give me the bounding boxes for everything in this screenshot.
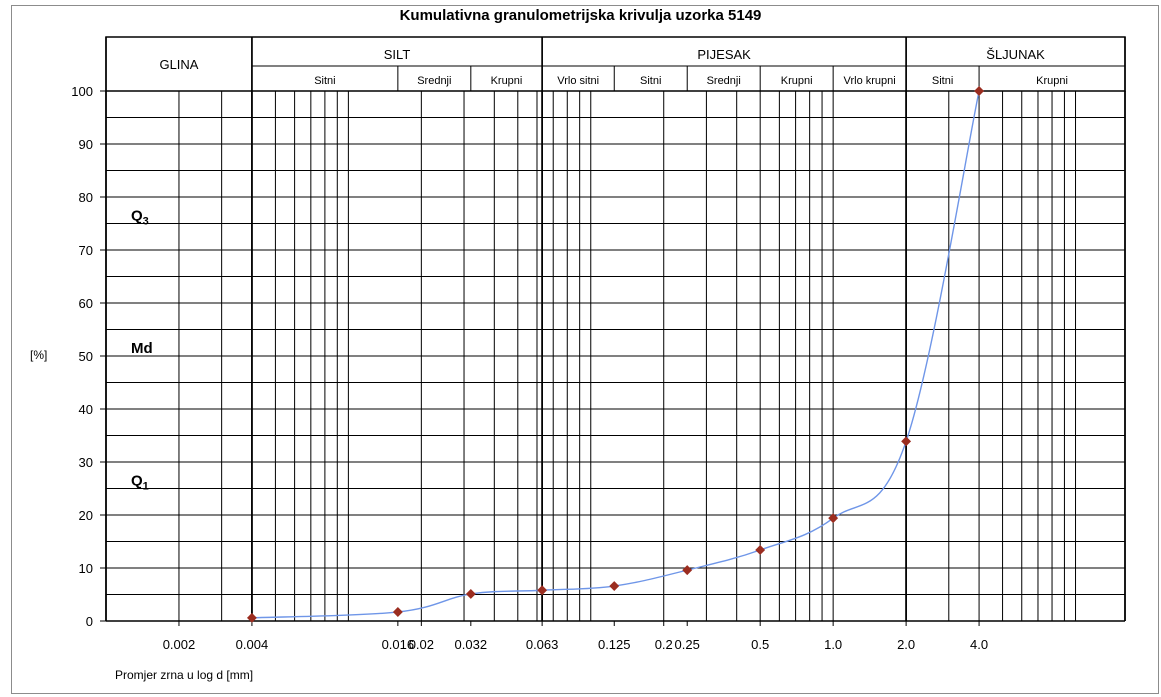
data-point — [465, 589, 476, 599]
subclass-label: Sitni — [314, 75, 335, 87]
x-axis-label: Promjer zrna u log d [mm] — [115, 668, 253, 682]
data-point — [392, 607, 403, 617]
subclass-label: Sitni — [932, 75, 953, 87]
x-tick-label: 0.02 — [409, 637, 434, 652]
series — [246, 86, 985, 623]
y-tick-label: 0 — [86, 614, 93, 629]
x-tick-label: 1.0 — [824, 637, 842, 652]
x-tick-label: 0.004 — [236, 637, 269, 652]
header-box — [105, 36, 1126, 92]
x-tick-label: 0.2 — [655, 637, 673, 652]
subclass-label: Krupni — [491, 75, 523, 87]
data-point — [537, 585, 548, 596]
y-tick-label: 70 — [79, 243, 93, 258]
data-point — [682, 565, 693, 576]
quantile-label: Md — [131, 340, 153, 357]
data-point — [828, 513, 839, 524]
x-tick-label: 2.0 — [897, 637, 915, 652]
class-label: ŠLJUNAK — [986, 47, 1045, 62]
y-tick-label: 40 — [79, 402, 93, 417]
y-axis-label: [%] — [30, 348, 47, 362]
quantile-label: Q1 — [131, 473, 149, 493]
x-tick-label: 0.5 — [751, 637, 769, 652]
subclass-label: Krupni — [1036, 75, 1068, 87]
chart-frame — [11, 5, 1159, 694]
y-tick-label: 20 — [79, 508, 93, 523]
quantile-label: Q3 — [131, 208, 149, 228]
y-tick-label: 30 — [79, 455, 93, 470]
x-tick-label: 0.002 — [163, 637, 196, 652]
y-tick-label: 100 — [71, 84, 93, 99]
y-tick-label: 80 — [79, 190, 93, 205]
subclass-label: Srednji — [417, 75, 451, 87]
data-point — [246, 612, 257, 623]
grid — [105, 90, 1126, 622]
x-tick-label: 0.063 — [526, 637, 559, 652]
y-tick-label: 60 — [79, 296, 93, 311]
x-tick-label: 0.016 — [382, 637, 415, 652]
x-tick-label: 4.0 — [970, 637, 988, 652]
y-tick-label: 50 — [79, 349, 93, 364]
y-tick-label: 10 — [79, 561, 93, 576]
subclass-label: Vrlo sitni — [557, 75, 599, 87]
class-label: GLINA — [159, 57, 198, 72]
class-header: GLINA SILT Sitni Srednji Krupni PIJESAK Vrlo s… — [105, 36, 1126, 92]
subclass-label: Srednji — [707, 75, 741, 87]
class-label: SILT — [384, 47, 411, 62]
class-label: PIJESAK — [697, 47, 751, 62]
x-tick-label: 0.125 — [598, 637, 631, 652]
subclass-label: Vrlo krupni — [844, 75, 896, 87]
data-point — [901, 436, 912, 447]
data-point — [755, 545, 766, 555]
x-tick-label: 0.25 — [675, 637, 700, 652]
data-point — [609, 581, 620, 591]
subclass-label: Krupni — [781, 75, 813, 87]
x-tick-label: 0.032 — [455, 637, 488, 652]
subclass-label: Sitni — [640, 75, 661, 87]
y-tick-label: 90 — [79, 137, 93, 152]
chart-title: Kumulativna granulometrijska krivulja uz… — [399, 7, 762, 24]
data-point — [974, 86, 985, 96]
